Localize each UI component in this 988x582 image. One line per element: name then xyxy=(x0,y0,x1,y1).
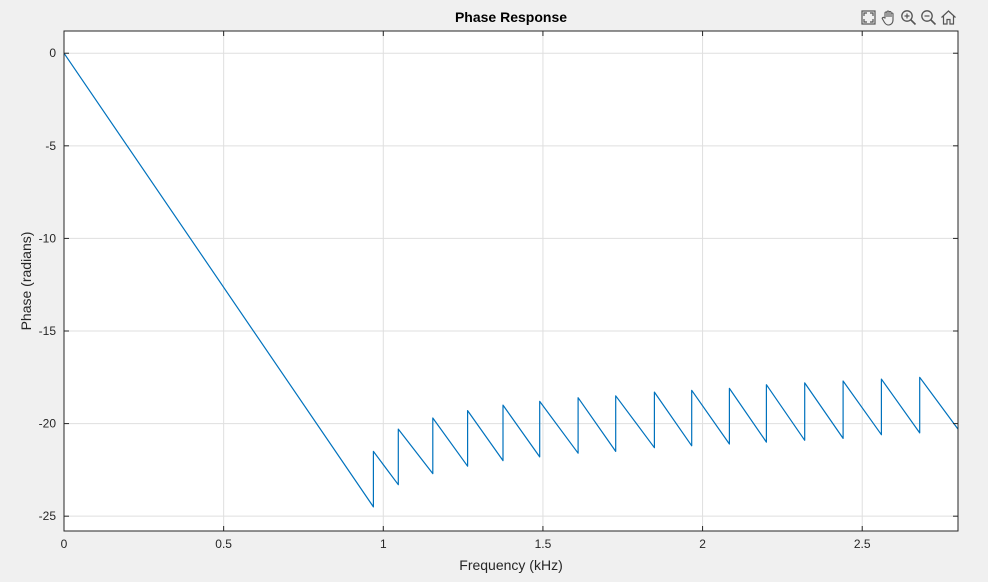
phase-series-line xyxy=(63,52,959,508)
y-tick-label: -5 xyxy=(45,139,56,153)
home-icon xyxy=(941,10,956,25)
x-tick-label: 0.5 xyxy=(215,537,232,551)
chart-title: Phase Response xyxy=(455,9,567,25)
x-tick-label: 0 xyxy=(61,537,68,551)
pan-button[interactable] xyxy=(879,8,898,27)
x-tick-label: 1.5 xyxy=(535,537,552,551)
zoom-out-icon xyxy=(921,10,937,26)
restore-view-button[interactable] xyxy=(859,8,878,27)
y-axis-label: Phase (radians) xyxy=(18,232,34,331)
axes-box xyxy=(63,30,959,532)
grid-lines xyxy=(63,31,958,531)
y-tick-label: -25 xyxy=(39,509,57,523)
zoom-in-button[interactable] xyxy=(899,8,918,27)
zoom-in-icon xyxy=(901,10,917,26)
restore-view-icon xyxy=(861,10,876,25)
x-tick-label: 2.5 xyxy=(854,537,871,551)
x-tick-label: 1 xyxy=(380,537,387,551)
pan-hand-icon xyxy=(881,10,894,26)
y-tick-label: -20 xyxy=(39,417,57,431)
home-button[interactable] xyxy=(939,8,958,27)
axes-toolbar xyxy=(859,8,958,27)
data-layer xyxy=(63,52,959,508)
y-tick-label: 0 xyxy=(49,46,56,60)
y-tick-label: -15 xyxy=(39,324,57,338)
axes-background xyxy=(64,31,958,531)
y-tick-label: -10 xyxy=(39,231,57,245)
ticks: 0 0.5 1 1.5 2 2.5 0 -5 -10 -15 -20 -25 xyxy=(39,31,958,551)
x-tick-label: 2 xyxy=(699,537,706,551)
x-axis-label: Frequency (kHz) xyxy=(459,557,562,573)
zoom-out-button[interactable] xyxy=(919,8,938,27)
